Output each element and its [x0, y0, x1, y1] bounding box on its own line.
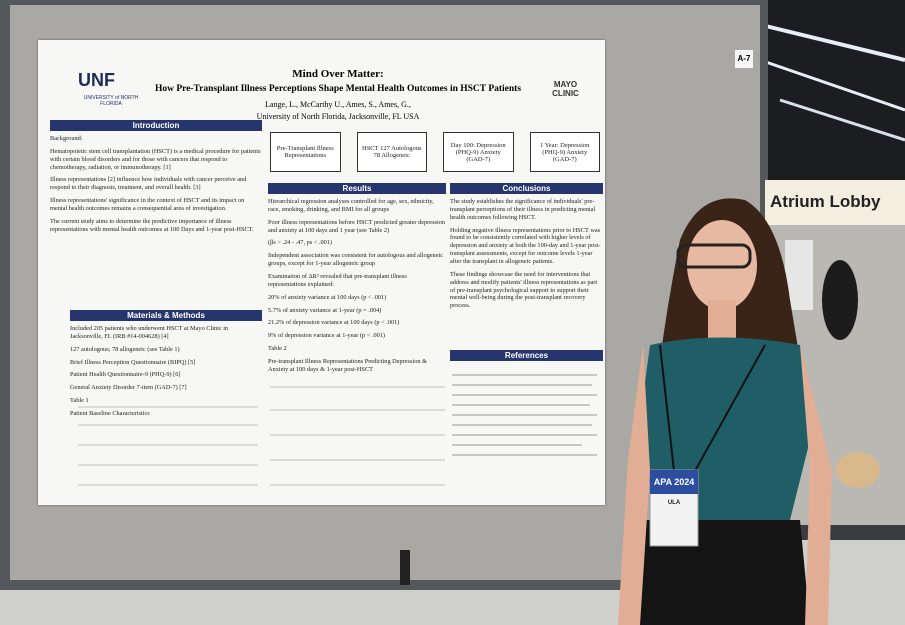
paragraph: Patient Health Questionnaire-9 (PHQ-9) [… — [70, 371, 181, 379]
paragraph: Holding negative illness representations… — [450, 226, 601, 266]
unf-sub: UNIVERSITY of NORTH FLORIDA — [83, 95, 139, 107]
poster-title: Mind Over Matter: — [292, 68, 384, 80]
paragraph: Brief Illness Perception Questionnaire (… — [70, 358, 196, 366]
section-heading: Results — [268, 183, 446, 194]
authors: Lange, L., McCarthy U., Ames, S., Ames, … — [265, 100, 411, 109]
paragraph: Illness representations [2] influence ho… — [50, 176, 247, 192]
section-heading: References — [450, 350, 603, 361]
column: Materials & Methods Included 205 patients… — [70, 310, 262, 423]
paragraph: Table 1 — [70, 397, 89, 405]
paragraph: Examination of ΔR² revealed that pre-tra… — [268, 273, 407, 288]
column: Results Hierarchical regression analyses … — [268, 183, 446, 379]
flow-box: Pre-Transplant Illness Representations — [270, 132, 341, 172]
section-heading: Materials & Methods — [70, 310, 262, 321]
paragraph: Patient Baseline Characteristics — [70, 410, 150, 418]
paragraph: Hierarchical regression analyses control… — [268, 198, 434, 213]
table-1-lines — [78, 406, 258, 486]
lobby-sign: Atrium Lobby — [770, 192, 881, 211]
paragraph: 21.2% of depression variance at 100 days… — [268, 319, 400, 327]
paragraph: Background: — [50, 135, 83, 142]
affiliation: University of North Florida, Jacksonvill… — [256, 112, 420, 121]
flow-box: 1 Year: Depression (PHQ-9) Anxiety (GAD-… — [529, 132, 600, 172]
paragraph: 5.7% of anxiety variance at 1-year (p = … — [268, 306, 382, 314]
flow-box: HSCT 127 Autologous 78 Allogeneic — [356, 132, 427, 172]
section-heading: Conclusions — [450, 183, 603, 194]
paragraph: Pre-transplant Illness Representations P… — [268, 358, 427, 373]
unf-logo: UNF — [78, 70, 115, 90]
poster: UNF UNIVERSITY of NORTH FLORIDA MAYO CLI… — [38, 40, 605, 505]
booth-number: A-7 — [737, 54, 751, 63]
table-2-lines — [270, 386, 445, 486]
paragraph: (βs > .24 - .47, ps < .001) — [268, 239, 333, 247]
paragraph: Illness representations' significance in… — [50, 197, 245, 213]
badge-name: ULA — [667, 500, 681, 506]
column: Conclusions The study establishes the sig… — [450, 183, 603, 315]
paragraph: The study establishes the significance o… — [450, 198, 596, 221]
paragraph: 9% of depression variance at 1-year (p <… — [268, 332, 386, 340]
paragraph: These findings showcase the need for int… — [450, 270, 598, 310]
column: Introduction Background: Hematopoietic ste… — [50, 120, 262, 239]
column: References — [450, 350, 603, 365]
paragraph: 127 autologous; 78 allogeneic (see Table… — [70, 345, 180, 353]
paragraph: Hematopoietic stem cell transplantation … — [50, 147, 261, 171]
paragraph: The current study aims to determine the … — [50, 217, 254, 233]
paragraph: Included 205 patients who underwent HSCT… — [70, 325, 229, 340]
paragraph: Poor illness representations before HSCT… — [268, 218, 446, 234]
flow-diagram: Pre-Transplant Illness Representations HS… — [270, 132, 600, 172]
poster-subtitle: How Pre-Transplant Illness Perceptions S… — [154, 84, 522, 94]
mayo-logo: MAYO CLINIC — [552, 80, 579, 98]
paragraph: Table 2 — [268, 345, 287, 353]
references-lines — [452, 374, 597, 456]
badge-event: APA 2024 — [653, 477, 695, 487]
flow-box: Day 100: Depression (PHQ-9) Anxiety (GAD… — [443, 132, 514, 172]
section-heading: Introduction — [50, 120, 262, 131]
paragraph: Independent association was consistent f… — [268, 252, 444, 268]
paragraph: General Anxiety Disorder 7-item (GAD-7) … — [70, 384, 187, 392]
paragraph: 20% of anxiety variance at 100 days (p <… — [268, 293, 387, 301]
